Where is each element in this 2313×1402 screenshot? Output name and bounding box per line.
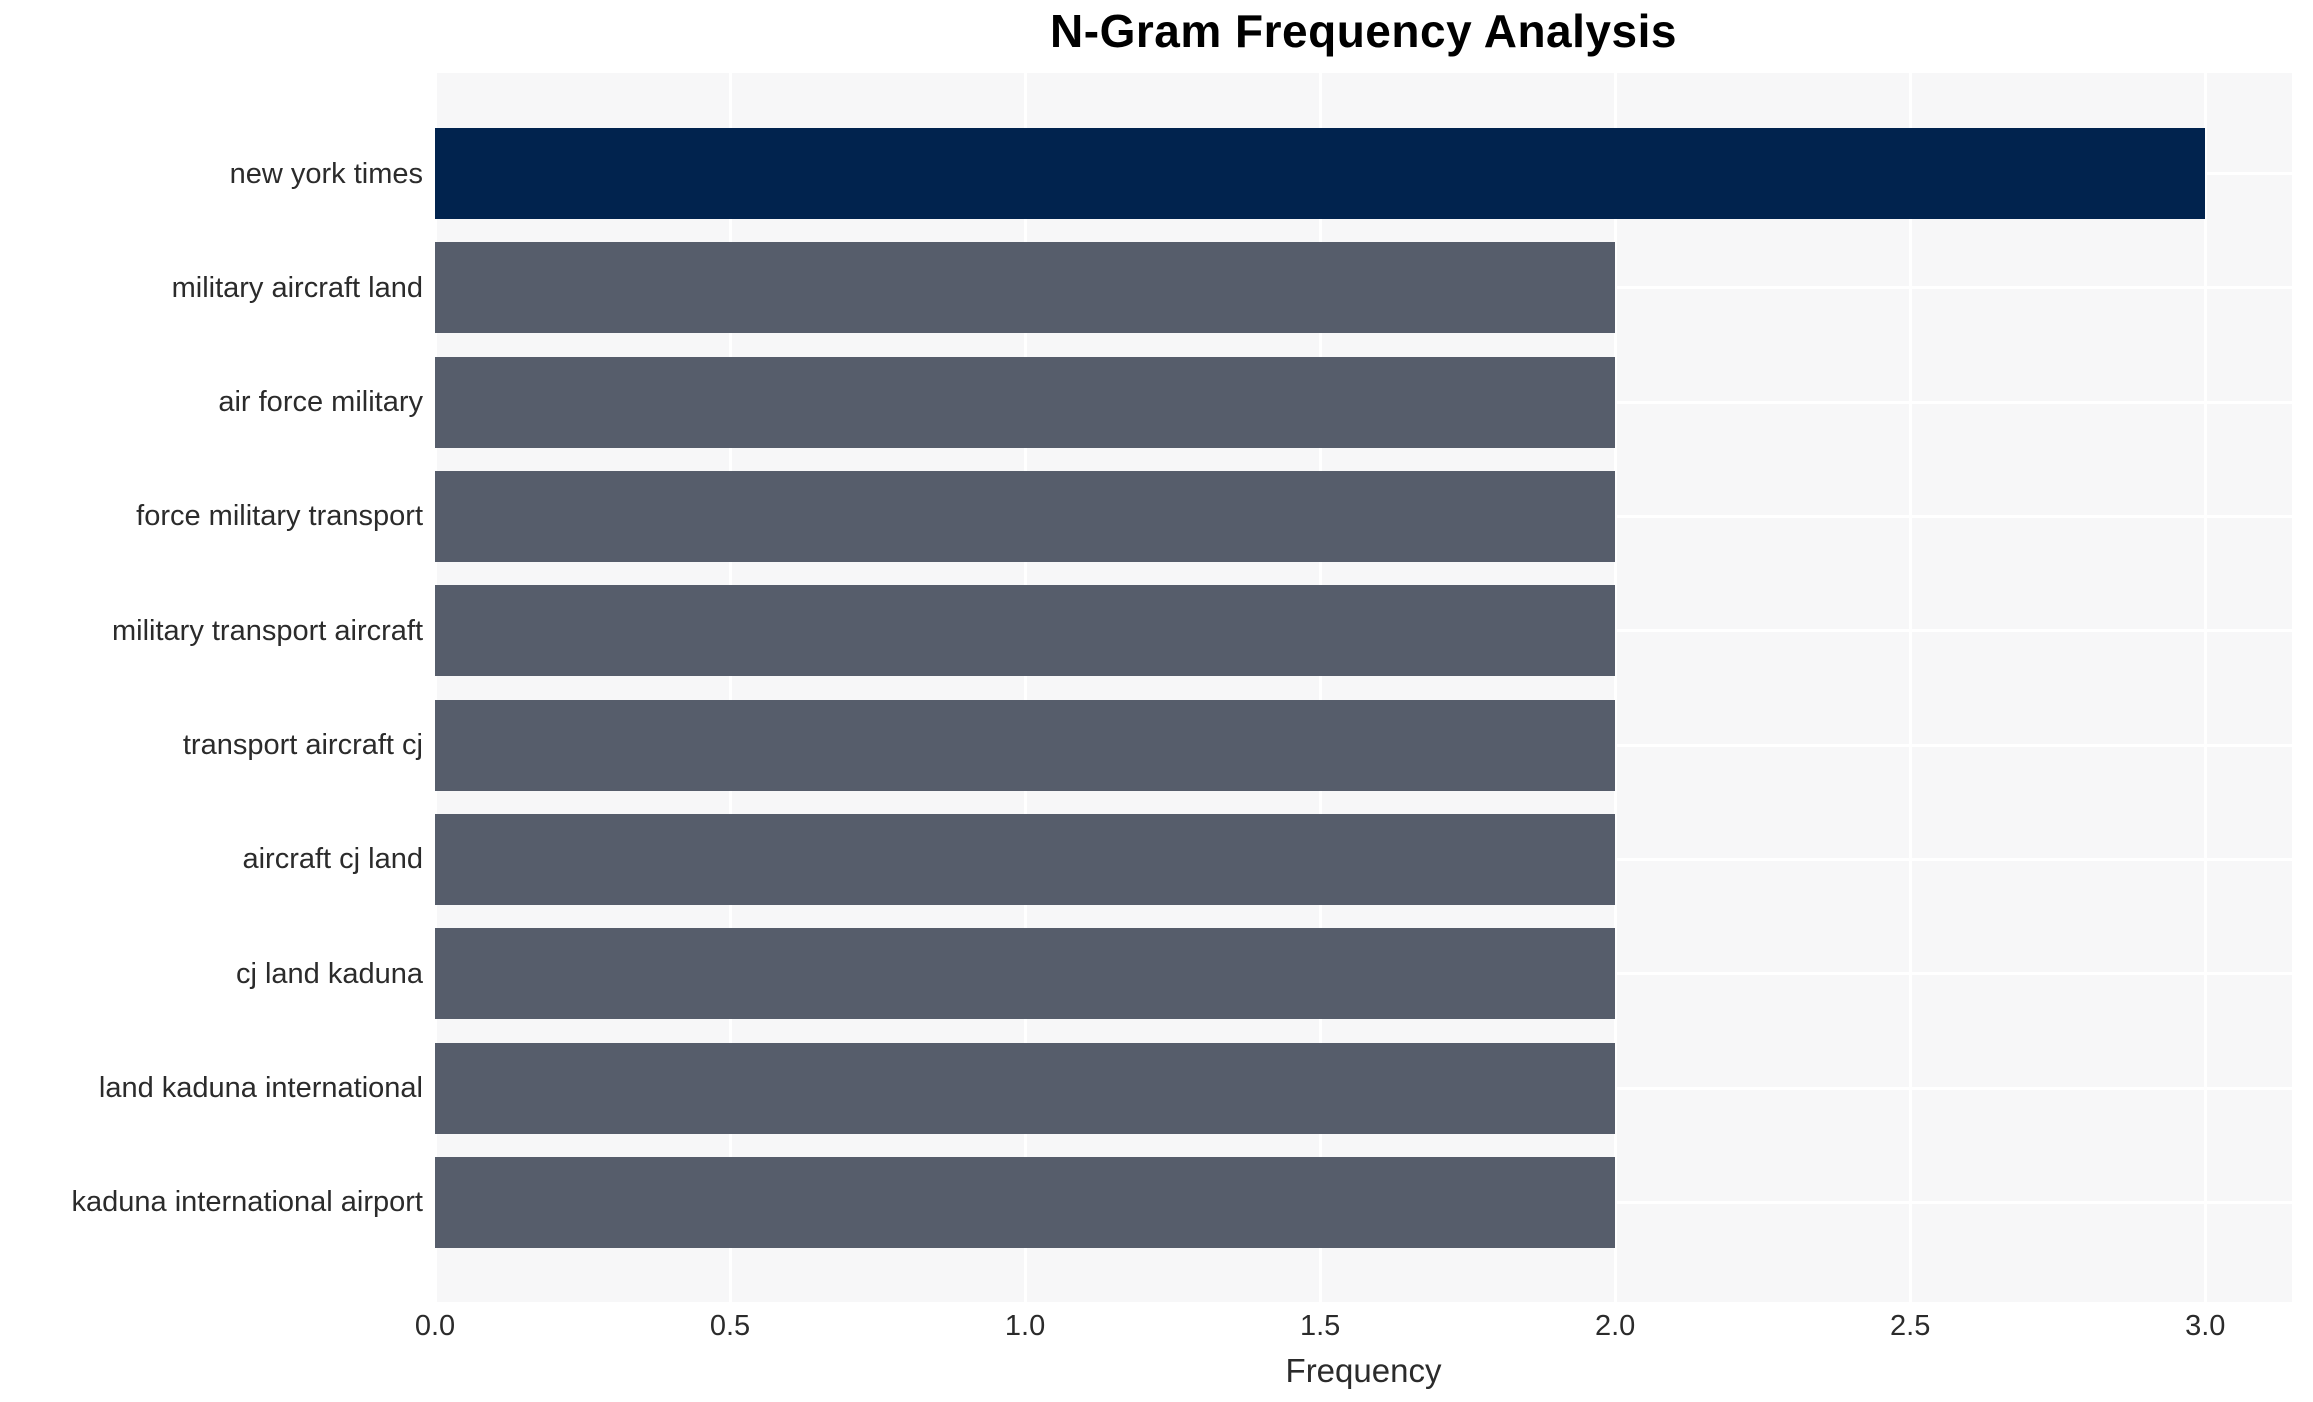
x-axis-title: Frequency: [1285, 1352, 1442, 1389]
bar: [435, 699, 1616, 791]
x-tick-label: 1.5: [1299, 1310, 1341, 1342]
y-tick-label: transport aircraft cj: [182, 729, 423, 762]
x-gridline: [1908, 73, 1912, 1302]
y-tick-label: military aircraft land: [171, 271, 423, 304]
x-tick-label: 2.0: [1594, 1310, 1636, 1342]
x-tick-label: 1.0: [1004, 1310, 1046, 1342]
x-gridline: [2203, 73, 2207, 1302]
y-tick-label: land kaduna international: [98, 1072, 423, 1105]
y-tick-label: military transport aircraft: [111, 614, 423, 647]
x-gridline: [1023, 73, 1027, 1302]
y-tick-label: air force military: [218, 386, 423, 419]
x-tick-label: 3.0: [2185, 1310, 2226, 1342]
bar: [435, 1042, 1616, 1134]
x-gridline: [1613, 73, 1617, 1302]
x-tick-label: 2.5: [1890, 1310, 1931, 1342]
y-tick-label: force military transport: [136, 500, 423, 533]
bar: [435, 1156, 1616, 1248]
y-tick-label: kaduna international airport: [71, 1186, 423, 1219]
x-gridline: [433, 73, 437, 1302]
bar: [435, 242, 1616, 334]
bar: [435, 356, 1616, 448]
x-tick-label: 0.0: [414, 1310, 456, 1342]
bar: [435, 585, 1616, 677]
bar: [435, 928, 1616, 1020]
y-tick-label: new york times: [229, 157, 423, 190]
x-gridline: [728, 73, 732, 1302]
y-tick-label: cj land kaduna: [235, 957, 423, 990]
y-tick-label: aircraft cj land: [242, 843, 423, 876]
x-gridline: [1318, 73, 1322, 1302]
plot-area: [433, 73, 2292, 1302]
bar: [435, 813, 1616, 905]
bar: [435, 128, 2206, 219]
x-tick-label: 0.5: [709, 1310, 751, 1342]
bar: [435, 470, 1616, 562]
chart-title: N-Gram Frequency Analysis: [1050, 5, 1677, 57]
